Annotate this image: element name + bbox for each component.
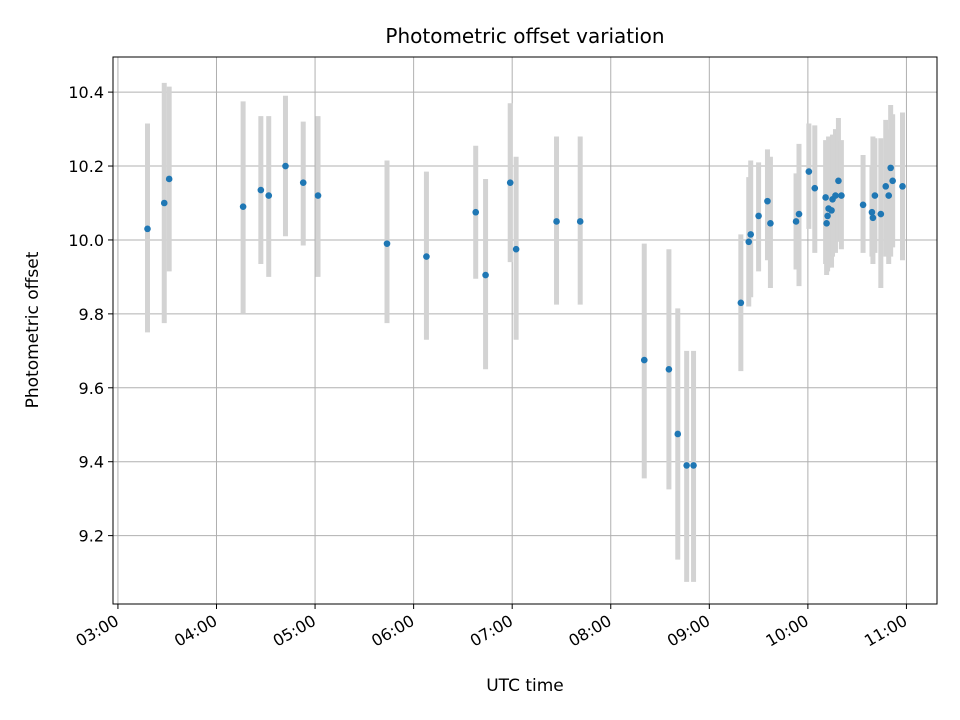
x-tick-label: 05:00 xyxy=(270,611,319,651)
data-point xyxy=(877,210,885,218)
errorbars xyxy=(144,82,906,582)
data-point xyxy=(553,218,560,225)
data-point xyxy=(239,203,247,210)
x-tick-label: 11:00 xyxy=(861,611,910,651)
y-tick-label: 10.0 xyxy=(68,231,104,250)
x-tick-label: 10:00 xyxy=(762,611,811,651)
data-point xyxy=(165,175,173,183)
data-point xyxy=(764,197,771,205)
data-point xyxy=(882,183,890,190)
data-point xyxy=(811,184,819,192)
data-point xyxy=(383,240,391,247)
data-point xyxy=(576,218,584,225)
data-point xyxy=(482,271,489,279)
data-point xyxy=(160,199,168,207)
data-point xyxy=(512,245,520,253)
x-tick-label: 03:00 xyxy=(72,611,121,651)
data-point xyxy=(824,212,831,220)
data-point xyxy=(755,212,762,220)
data-point xyxy=(805,168,813,175)
data-point xyxy=(899,183,906,190)
x-tick-label: 08:00 xyxy=(565,611,614,651)
data-point xyxy=(835,177,842,185)
y-tick-label: 9.2 xyxy=(79,527,104,546)
data-point xyxy=(887,164,894,172)
data-point xyxy=(737,299,745,307)
data-point xyxy=(745,238,753,246)
data-point xyxy=(868,208,876,216)
x-axis-label: UTC time xyxy=(486,676,564,696)
data-point xyxy=(792,218,800,225)
data-point xyxy=(747,231,755,238)
data-point xyxy=(282,162,289,170)
y-tick-label: 9.4 xyxy=(79,453,104,472)
y-tick-label: 10.2 xyxy=(68,157,104,176)
data-point xyxy=(299,179,307,186)
data-point xyxy=(889,177,896,185)
y-tick-label: 9.6 xyxy=(79,379,104,398)
data-point xyxy=(506,179,514,186)
data-point xyxy=(869,214,877,222)
x-tick-label: 09:00 xyxy=(664,611,713,651)
plot-frame xyxy=(112,56,938,605)
data-point xyxy=(690,462,697,469)
data-point xyxy=(838,192,845,199)
data-point xyxy=(665,366,673,373)
data-point xyxy=(871,192,879,199)
data-points xyxy=(144,162,906,469)
data-point xyxy=(822,194,829,201)
data-point xyxy=(832,192,839,199)
data-point xyxy=(423,253,430,260)
x-tick-label: 04:00 xyxy=(171,611,220,651)
data-point xyxy=(314,192,322,199)
data-point xyxy=(767,220,774,227)
axis-ticks: 03:00 04:00 05:00 06:00 07:00 08:00 09:00 10:00… xyxy=(68,83,910,650)
data-point xyxy=(472,208,480,216)
data-point xyxy=(885,192,893,199)
data-point xyxy=(257,186,265,194)
data-point xyxy=(859,201,867,209)
chart-title: Photometric offset variation xyxy=(385,24,664,48)
data-point xyxy=(823,220,830,227)
data-point xyxy=(144,225,151,233)
x-tick-label: 07:00 xyxy=(467,611,516,651)
data-point xyxy=(795,210,803,218)
y-axis-label: Photometric offset xyxy=(23,251,43,408)
y-tick-label: 9.8 xyxy=(79,305,104,324)
data-point xyxy=(674,430,682,438)
data-point xyxy=(683,462,690,469)
data-point xyxy=(265,192,273,199)
y-tick-label: 10.4 xyxy=(68,83,104,102)
data-point xyxy=(640,356,648,364)
data-point xyxy=(828,207,835,214)
x-tick-label: 06:00 xyxy=(368,611,417,651)
